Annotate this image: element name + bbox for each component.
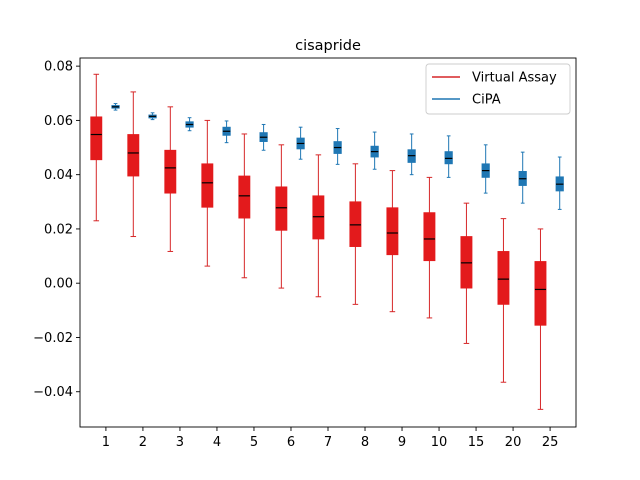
box-body [164,149,177,194]
series-cipa [111,103,564,210]
legend-box [425,63,571,115]
box-body [90,116,103,161]
y-tick-label: 0.04 [44,168,73,183]
box-item [370,131,379,170]
x-tick-label: 9 [398,435,406,450]
box-item [386,170,399,313]
y-tick-label: 0.00 [44,277,73,292]
box-body [423,212,436,262]
box-body [444,151,453,165]
box-item [164,106,177,252]
box-item [497,218,510,383]
legend: Virtual Assay CiPA [425,63,571,115]
box-body [275,186,288,231]
x-tick-label: 6 [287,435,295,450]
y-tick-label: 0.02 [44,222,73,237]
box-item [238,133,251,279]
y-axis: −0.04 −0.02 0.00 0.02 0.04 0.06 0.08 [33,60,80,400]
box-item [222,120,231,144]
box-item [90,73,103,222]
x-tick-label: 8 [361,435,369,450]
box-item [460,202,473,344]
y-tick-label: 0.06 [44,114,73,129]
x-axis: 1 2 3 4 5 6 7 8 9 10 15 20 25 [102,427,559,450]
x-tick-label: 15 [468,435,485,450]
chart-title: cisapride [295,38,361,54]
x-tick-label: 10 [431,435,448,450]
box-item [423,176,436,319]
legend-label: Virtual Assay [472,71,557,86]
box-body [534,261,547,326]
box-item [148,112,157,121]
box-item [555,156,564,210]
plot-marks [90,73,564,410]
box-item [534,228,547,410]
box-item [127,91,140,238]
x-tick-label: 2 [139,435,147,450]
box-item [481,144,490,194]
x-tick-label: 7 [324,435,332,450]
box-item [275,144,288,289]
box-item [518,151,527,204]
box-item [296,126,305,160]
box-item [312,154,325,298]
legend-label: CiPA [472,93,501,108]
x-tick-label: 3 [176,435,184,450]
box-item [349,163,362,305]
box-item [259,123,268,151]
box-item [333,128,342,165]
box-item [444,135,453,178]
x-tick-label: 5 [250,435,258,450]
series-virtual-assay [90,73,547,410]
box-body [201,163,214,208]
box-item [185,117,194,132]
box-item [201,119,214,267]
x-tick-label: 25 [542,435,559,450]
box-body [349,201,362,247]
y-tick-label: −0.04 [33,385,73,400]
box-body [497,251,510,305]
box-body [238,175,251,219]
box-body [386,207,399,256]
x-tick-label: 1 [102,435,110,450]
box-body [127,134,140,177]
x-tick-label: 20 [505,435,522,450]
box-item [111,103,120,111]
y-tick-label: −0.02 [33,331,73,346]
y-tick-label: 0.08 [44,60,73,75]
box-body [312,195,325,240]
x-tick-label: 4 [213,435,221,450]
box-item [407,133,416,176]
